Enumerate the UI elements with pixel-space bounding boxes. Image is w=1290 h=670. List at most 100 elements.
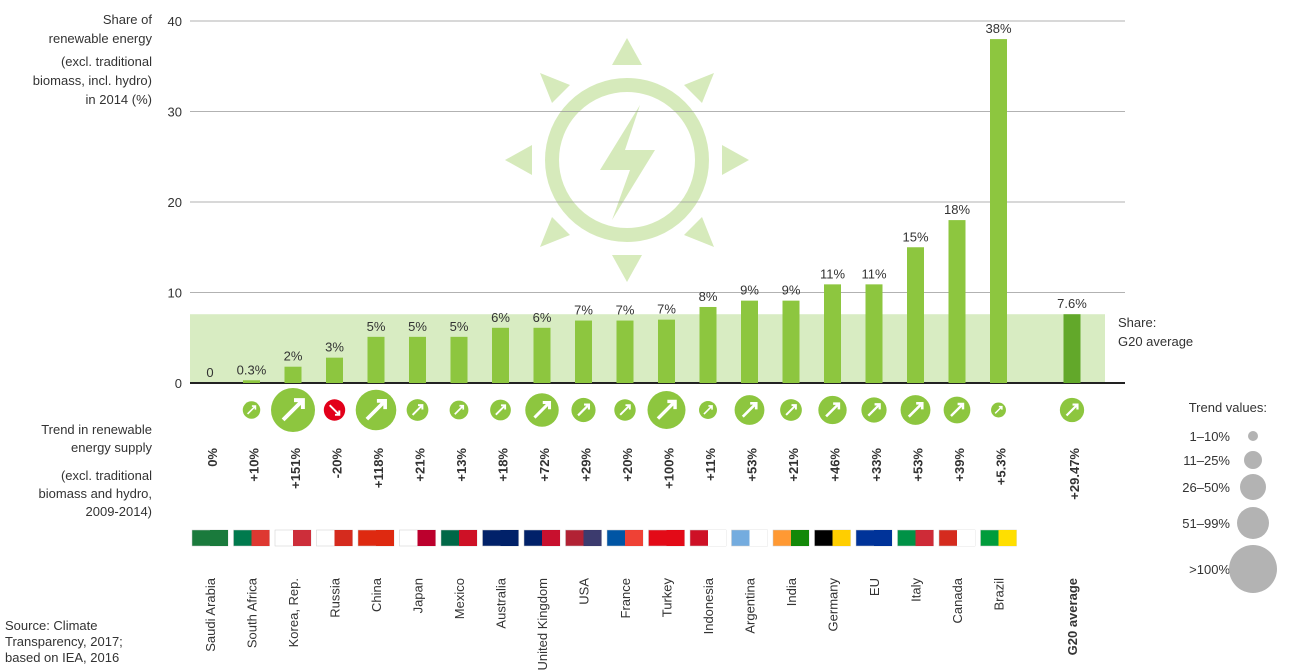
legend-label: 1–10% xyxy=(1190,429,1231,444)
bar xyxy=(534,328,551,383)
flag xyxy=(750,530,768,546)
x-tick-label: Canada xyxy=(950,577,965,623)
flag xyxy=(708,530,726,546)
value-label: 18% xyxy=(944,202,970,217)
value-label: 2% xyxy=(284,349,303,364)
x-tick-label: South Africa xyxy=(245,577,260,648)
trend-marker xyxy=(614,399,635,420)
x-tick-label: Russia xyxy=(328,577,343,618)
trend-label: +53% xyxy=(745,448,760,482)
legend-circle xyxy=(1240,474,1266,500)
value-label: 5% xyxy=(408,319,427,334)
bar xyxy=(451,337,468,383)
bar xyxy=(617,321,634,383)
trend-marker xyxy=(571,398,595,422)
chart: Share:G20 average010203040Share ofrenewa… xyxy=(0,0,1290,670)
flag xyxy=(916,530,934,546)
trend-marker xyxy=(356,390,397,431)
y-axis-label: renewable energy xyxy=(49,31,153,46)
trend-label: +39% xyxy=(952,448,967,482)
value-label: 3% xyxy=(325,340,344,355)
trend-marker xyxy=(780,399,802,421)
x-tick-label: United Kingdom xyxy=(535,578,550,670)
value-label: 7% xyxy=(616,303,635,318)
legend-circle xyxy=(1229,545,1277,593)
legend-label: 11–25% xyxy=(1183,453,1230,468)
x-tick-label: Australia xyxy=(494,577,509,628)
trend-note: biomass and hydro, xyxy=(39,486,152,501)
bar xyxy=(368,337,385,383)
trend-marker xyxy=(450,401,469,420)
x-tick-label: China xyxy=(369,577,384,612)
trend-marker xyxy=(243,401,260,418)
legend-title: Trend values: xyxy=(1189,400,1267,415)
value-label: 9% xyxy=(782,283,801,298)
trend-label: -20% xyxy=(330,448,345,479)
value-label: 6% xyxy=(491,310,510,325)
value-label: 7.6% xyxy=(1057,296,1087,311)
x-tick-label: Germany xyxy=(826,578,841,632)
y-tick-label: 30 xyxy=(168,105,182,120)
y-axis-label: in 2014 (%) xyxy=(86,92,152,107)
value-label: 15% xyxy=(902,229,928,244)
trend-marker xyxy=(407,399,429,421)
x-tick-label: Saudi Arabia xyxy=(203,577,218,651)
trend-label: +72% xyxy=(537,448,552,482)
trend-marker xyxy=(735,395,765,425)
bar xyxy=(824,284,841,383)
x-tick-label: Japan xyxy=(411,578,426,613)
trend-note: 2009-2014) xyxy=(86,504,153,519)
value-label: 11% xyxy=(861,266,886,281)
x-tick-label: India xyxy=(784,577,799,606)
bar xyxy=(492,328,509,383)
legend-label: 26–50% xyxy=(1182,480,1230,495)
trend-label: +100% xyxy=(662,448,677,489)
legend-circle xyxy=(1237,507,1269,539)
value-label: 5% xyxy=(367,319,386,334)
source: based on IEA, 2016 xyxy=(5,650,119,665)
flag xyxy=(874,530,892,546)
y-tick-label: 0 xyxy=(175,376,182,391)
bar xyxy=(700,307,717,383)
trend-marker xyxy=(699,401,717,419)
y-axis-label: (excl. traditional xyxy=(61,54,152,69)
legend-circle xyxy=(1244,451,1262,469)
value-label: 11% xyxy=(820,266,845,281)
x-tick-label: Korea, Rep. xyxy=(286,578,301,647)
trend-marker xyxy=(1060,398,1084,422)
trend-label: +29.47% xyxy=(1067,448,1082,500)
legend-label: 51–99% xyxy=(1182,516,1230,531)
flag xyxy=(584,530,602,546)
trend-marker xyxy=(901,395,931,425)
legend-label: >100% xyxy=(1189,562,1230,577)
flag xyxy=(335,530,353,546)
flag xyxy=(210,530,228,546)
flag xyxy=(376,530,394,546)
bar xyxy=(409,337,426,383)
y-tick-label: 20 xyxy=(168,195,182,210)
x-tick-label: Turkey xyxy=(660,578,675,618)
sun-icon xyxy=(505,38,749,282)
value-label: 7% xyxy=(657,302,676,317)
trend-title: Trend in renewable xyxy=(41,422,152,437)
trend-label: +21% xyxy=(413,448,428,482)
bar xyxy=(326,358,343,383)
flag xyxy=(459,530,477,546)
x-tick-label: USA xyxy=(577,578,592,605)
trend-label: +151% xyxy=(288,448,303,489)
flag xyxy=(957,530,975,546)
trend-label: +10% xyxy=(247,448,262,482)
trend-marker xyxy=(648,391,686,429)
trend-marker xyxy=(818,396,846,424)
trend-note: (excl. traditional xyxy=(61,468,152,483)
y-tick-label: 10 xyxy=(168,286,182,301)
bar xyxy=(990,39,1007,383)
trend-label: 0% xyxy=(205,448,220,467)
flag xyxy=(833,530,851,546)
trend-marker xyxy=(324,399,345,420)
band-label: G20 average xyxy=(1118,334,1193,349)
flag xyxy=(667,530,685,546)
bar xyxy=(741,301,758,383)
x-tick-label: Mexico xyxy=(452,578,467,619)
trend-label: +18% xyxy=(496,448,511,482)
